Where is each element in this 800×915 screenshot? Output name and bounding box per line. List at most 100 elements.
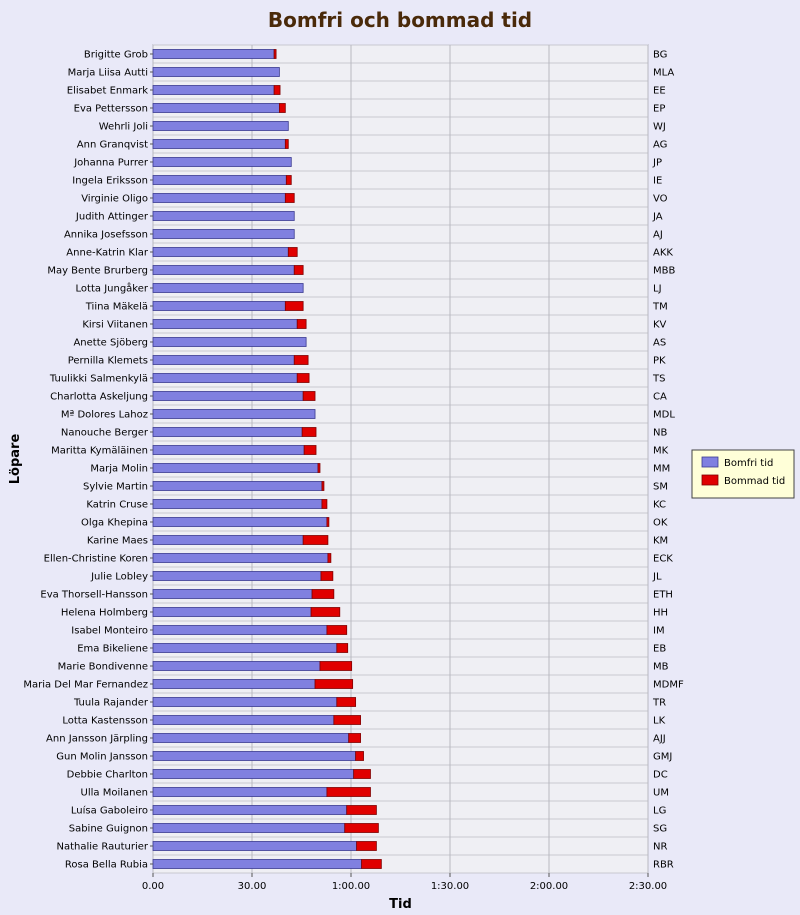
bar-bomfri	[152, 535, 304, 545]
runner-name-label: Ema Bikeliene	[77, 644, 148, 655]
runner-name-label: Judith Attinger	[75, 212, 149, 223]
runner-abbr-label: AJJ	[653, 734, 666, 745]
runner-abbr-label: EE	[653, 86, 666, 97]
bar-bomfri	[152, 85, 275, 95]
bar-bommad	[346, 805, 377, 815]
x-axis-title: Tid	[389, 897, 412, 912]
bar-bomfri	[152, 499, 323, 509]
bar-bommad	[327, 553, 332, 563]
bar-bommad	[273, 85, 281, 95]
bar-bommad	[326, 517, 330, 527]
bar-bommad	[303, 445, 317, 455]
x-tick-label: 1:30.00	[431, 881, 469, 892]
bar-bomfri	[152, 139, 286, 149]
bar-bomfri	[152, 661, 321, 671]
runner-name-label: Charlotta Askeljung	[50, 392, 148, 403]
bar-bommad	[273, 49, 277, 59]
runner-abbr-label: LK	[653, 716, 666, 727]
runner-abbr-label: CA	[653, 392, 667, 403]
runner-abbr-label: KM	[653, 536, 668, 547]
runner-name-label: Lotta Kastensson	[62, 716, 148, 727]
runner-abbr-label: MB	[653, 662, 669, 673]
runner-name-label: Marie Bondivenne	[58, 662, 148, 673]
runner-name-label: Anne-Katrin Klar	[66, 248, 149, 259]
bar-bommad	[356, 841, 377, 851]
runner-abbr-label: ECK	[653, 554, 673, 565]
bar-bommad	[361, 859, 382, 869]
bar-bommad	[293, 355, 309, 365]
runner-abbr-label: IM	[653, 626, 665, 637]
runner-abbr-label: NB	[653, 428, 667, 439]
x-tick-label: 30.00	[238, 881, 267, 892]
bar-bomfri	[152, 319, 298, 329]
runner-name-label: Johanna Purrer	[73, 158, 149, 169]
runner-abbr-label: TS	[652, 374, 665, 385]
runner-name-label: Ulla Moilanen	[81, 788, 148, 799]
bar-bomfri	[152, 589, 313, 599]
runner-name-label: Ann Granqvist	[77, 140, 148, 151]
runner-abbr-label: AG	[653, 140, 667, 151]
runner-name-label: Julie Lobley	[90, 572, 148, 583]
bar-bomfri	[152, 283, 304, 293]
legend: Bomfri tid Bommad tid	[691, 449, 795, 499]
bar-bommad	[278, 103, 286, 113]
runner-name-label: Brigitte Grob	[84, 50, 148, 61]
bar-bommad	[301, 427, 317, 437]
runner-abbr-label: MM	[653, 464, 670, 475]
runner-name-label: Sylvie Martin	[83, 482, 148, 493]
bar-bomfri	[152, 859, 362, 869]
runner-abbr-label: MBB	[653, 266, 675, 277]
runner-name-label: Nanouche Berger	[61, 428, 149, 439]
bar-bomfri	[152, 211, 295, 221]
runner-abbr-label: MLA	[653, 68, 674, 79]
bar-bomfri	[152, 391, 304, 401]
bar-bommad	[336, 697, 357, 707]
bar-bomfri	[152, 337, 307, 347]
runner-abbr-label: TM	[652, 302, 668, 313]
runner-abbreviations: BG MLA EE EP WJ AG JP IE VO JA AJ AKK MBB LJ TM KV AS PK T…	[652, 50, 684, 871]
runner-name-label: Tuulikki Salmenkylä	[49, 374, 148, 385]
runner-abbr-label: AJ	[653, 230, 663, 241]
runner-name-label: Maritta Kymäläinen	[51, 446, 148, 457]
x-tick-label: 0.00	[142, 881, 164, 892]
runner-name-label: Katrin Cruse	[86, 500, 148, 511]
bar-bomfri	[152, 229, 295, 239]
runner-name-label: Helena Holmberg	[61, 608, 148, 619]
bar-bomfri	[152, 409, 316, 419]
runner-abbr-label: LG	[653, 806, 666, 817]
runner-name-label: Anette Sjöberg	[73, 338, 148, 349]
runner-abbr-label: HH	[653, 608, 668, 619]
bar-bomfri	[152, 787, 328, 797]
bar-bommad	[317, 463, 321, 473]
bar-bomfri	[152, 193, 286, 203]
bar-bommad	[302, 391, 316, 401]
runner-name-label: Nathalie Rauturier	[57, 842, 149, 853]
bar-bommad	[348, 733, 361, 743]
bar-bommad	[319, 661, 353, 671]
runner-name-label: Eva Thorsell-Hansson	[40, 590, 148, 601]
bar-bommad	[320, 571, 334, 581]
bar-bommad	[336, 643, 349, 653]
bar-bommad	[284, 193, 295, 203]
bar-bomfri	[152, 553, 329, 563]
runner-names: Brigitte Grob Marja Liisa Autti Elisabet E…	[23, 50, 153, 871]
chart-title: Bomfri och bommad tid	[268, 8, 532, 32]
runner-abbr-label: JA	[652, 212, 663, 223]
grid-lines	[152, 44, 649, 874]
bar-bommad	[310, 607, 341, 617]
runner-abbr-label: AKK	[653, 248, 673, 259]
runner-abbr-label: VO	[653, 194, 668, 205]
runner-abbr-label: TR	[652, 698, 666, 709]
runner-name-label: Pernilla Klemets	[68, 356, 148, 367]
runner-name-label: Ingela Eriksson	[72, 176, 148, 187]
bar-bommad	[353, 769, 371, 779]
bar-bommad	[321, 481, 325, 491]
bar-bomfri	[152, 751, 357, 761]
bar-bomfri	[152, 625, 328, 635]
runner-abbr-label: DC	[653, 770, 668, 781]
bar-bommad	[296, 373, 310, 383]
bar-bomfri	[152, 49, 275, 59]
runner-abbr-label: UM	[653, 788, 669, 799]
runner-abbr-label: WJ	[653, 122, 666, 133]
runner-name-label: Marja Liisa Autti	[68, 68, 148, 79]
